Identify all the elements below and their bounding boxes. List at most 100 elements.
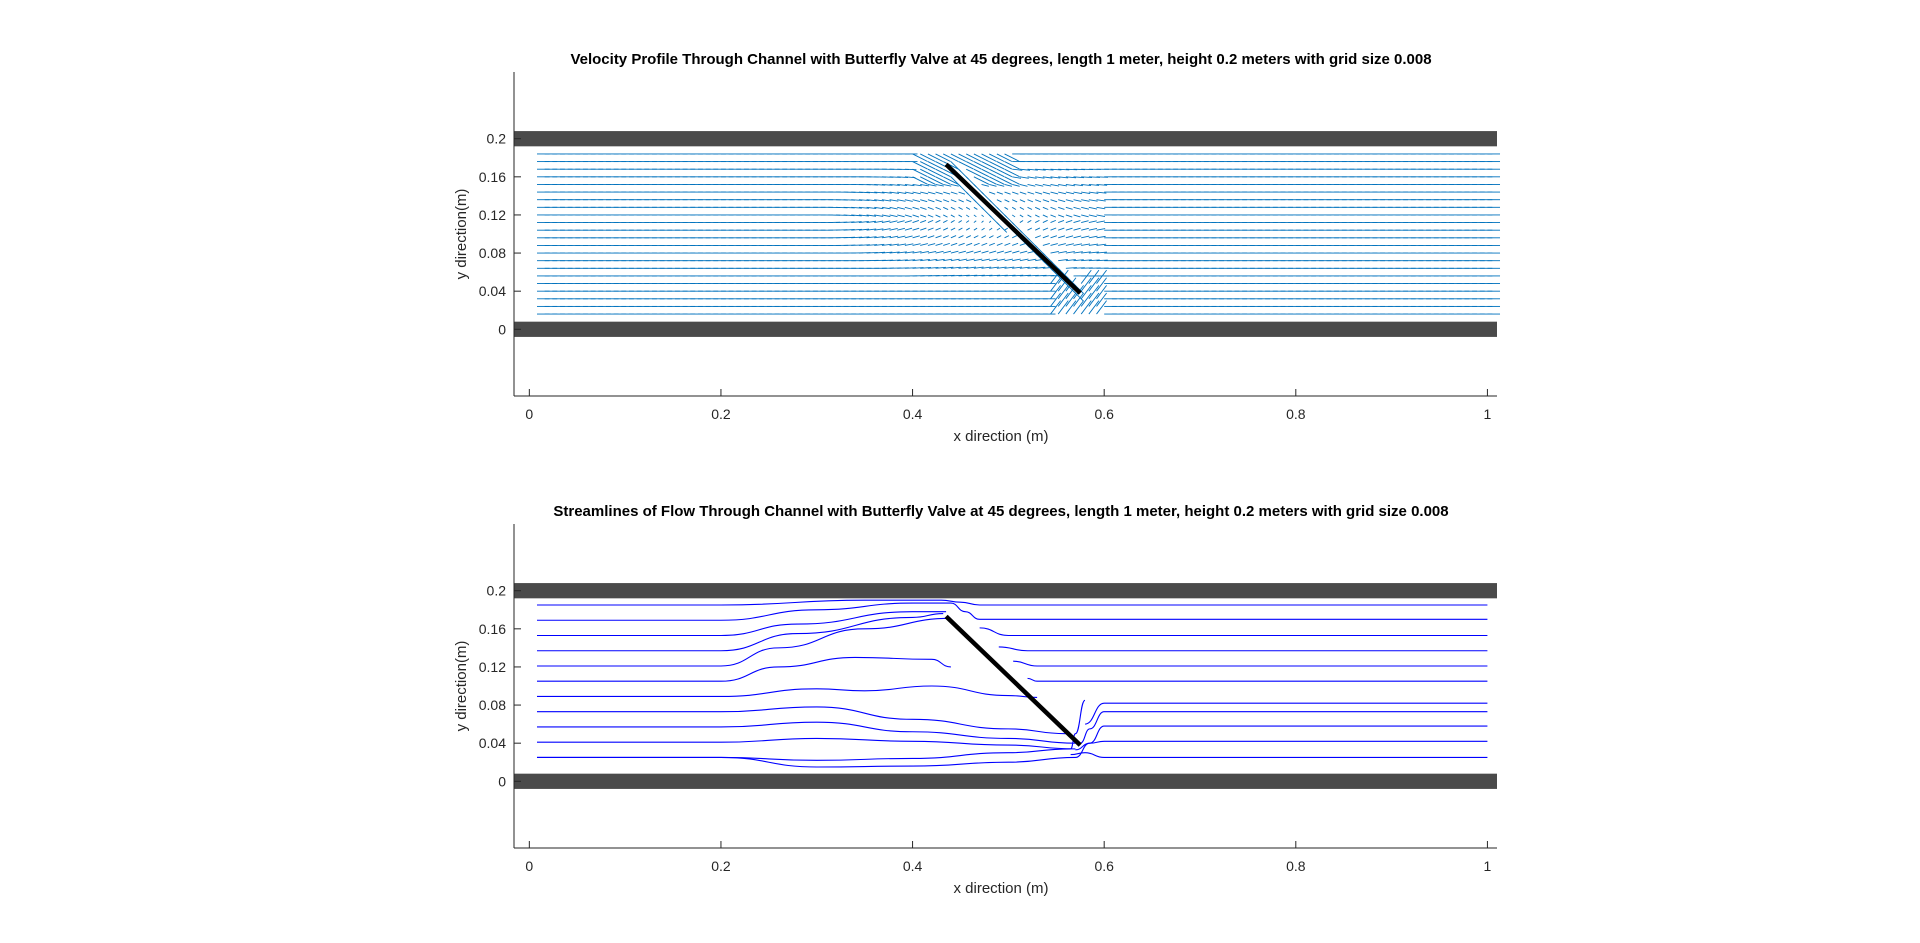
velocity-arrow [1065, 184, 1076, 187]
velocity-arrow [943, 219, 948, 223]
velocity-arrow [1042, 176, 1053, 179]
velocity-arrow [1081, 191, 1091, 194]
velocity-arrow [981, 266, 992, 269]
velocity-arrow [1035, 227, 1041, 231]
velocity-arrow [1096, 206, 1106, 210]
velocity-arrow [935, 214, 941, 218]
velocity-arrow [1042, 227, 1049, 231]
velocity-arrow [866, 236, 877, 239]
velocity-arrow [973, 176, 990, 185]
velocity-arrow [912, 267, 924, 269]
velocity-arrow [858, 236, 870, 239]
velocity-arrow [1019, 199, 1026, 203]
velocity-arrow [1058, 251, 1067, 254]
velocity-arrow [1012, 242, 1019, 246]
velocity-arrow [1065, 176, 1077, 179]
velocity-arrow [912, 191, 921, 195]
velocity-arrow [927, 153, 944, 162]
x-tick-label: 0.4 [903, 406, 923, 422]
velocity-arrow [981, 214, 984, 218]
streamline [1075, 740, 1488, 751]
velocity-arrow [920, 251, 929, 254]
y-tick-label: 0 [498, 773, 506, 789]
velocity-arrow [897, 206, 906, 210]
velocity-arrow [1004, 176, 1020, 185]
wall-top [514, 583, 1497, 599]
velocity-arrow [1042, 184, 1052, 187]
velocity-arrow [1012, 199, 1018, 203]
velocity-arrow [1080, 292, 1092, 307]
velocity-arrow [1073, 290, 1084, 302]
velocity-arrow [1019, 250, 1028, 254]
velocity-arrow [1096, 214, 1106, 218]
velocity-arrow [988, 227, 993, 231]
velocity-arrow [927, 266, 939, 269]
velocity-arrow [1096, 228, 1106, 231]
valve-plate [944, 614, 1082, 747]
velocity-arrow [889, 191, 900, 194]
velocity-arrow [950, 214, 955, 218]
y-tick-label: 0.12 [479, 659, 506, 675]
velocity-arrow [965, 227, 970, 231]
velocity-arrow [1035, 168, 1046, 171]
x-axis-label: x direction (m) [953, 880, 1048, 897]
velocity-arrow [1096, 220, 1106, 224]
velocity-arrow [1027, 176, 1037, 179]
wall-bottom [514, 321, 1497, 337]
velocity-arrow [1050, 176, 1061, 179]
velocity-arrow [1019, 206, 1025, 210]
velocity-arrow [927, 227, 934, 231]
velocity-arrow [858, 244, 870, 246]
x-tick-label: 0.6 [1094, 406, 1114, 422]
velocity-arrow [881, 220, 891, 224]
velocity-arrow [1035, 266, 1046, 269]
streamline [1080, 711, 1488, 744]
velocity-arrow [1065, 191, 1075, 195]
x-tick-label: 1 [1484, 858, 1492, 874]
velocity-arrow [1035, 184, 1044, 187]
velocity-arrow [912, 243, 921, 246]
velocity-arrow [1073, 206, 1081, 210]
velocity-arrow [1080, 269, 1092, 284]
velocity-arrow [1012, 168, 1023, 171]
velocity-arrow [989, 274, 1001, 277]
velocity-arrow [1088, 243, 1099, 246]
velocity-arrow [897, 199, 906, 202]
velocity-arrow [996, 227, 1001, 231]
velocity-arrow [958, 199, 964, 203]
x-tick-label: 0.8 [1286, 858, 1306, 874]
velocity-arrow [1050, 219, 1056, 223]
velocity-arrow [981, 153, 997, 162]
velocity-arrow [1073, 199, 1082, 202]
velocity-arrow [935, 184, 944, 187]
velocity-arrow [989, 153, 1005, 162]
velocity-arrow [912, 168, 928, 178]
velocity-arrow [1096, 191, 1107, 194]
velocity-arrow [1058, 206, 1065, 210]
x-tick-label: 0 [525, 858, 533, 874]
velocity-arrow [958, 191, 966, 195]
channel-walls [514, 583, 1497, 789]
velocity-arrow [889, 235, 899, 239]
velocity-arrow [943, 235, 949, 239]
velocity-arrow [965, 214, 970, 218]
velocity-arrow [950, 220, 955, 223]
velocity-arrow [1096, 269, 1107, 284]
y-tick-label: 0.04 [479, 735, 506, 751]
velocity-arrow [897, 184, 908, 187]
velocity-arrow [943, 206, 949, 210]
velocity-arrow [1042, 219, 1048, 223]
velocity-arrow [920, 184, 930, 187]
velocity-arrow [1027, 191, 1035, 195]
velocity-arrow [927, 235, 935, 239]
velocity-arrow [1058, 235, 1066, 239]
velocity-arrow [1012, 258, 1021, 262]
velocity-arrow [943, 242, 950, 246]
velocity-arrow [958, 161, 974, 170]
velocity-arrow [1058, 184, 1068, 187]
x-tick-label: 0.8 [1286, 406, 1306, 422]
velocity-arrow [1088, 199, 1098, 202]
velocity-arrow [1088, 292, 1100, 307]
velocity-arrow [1057, 285, 1069, 300]
